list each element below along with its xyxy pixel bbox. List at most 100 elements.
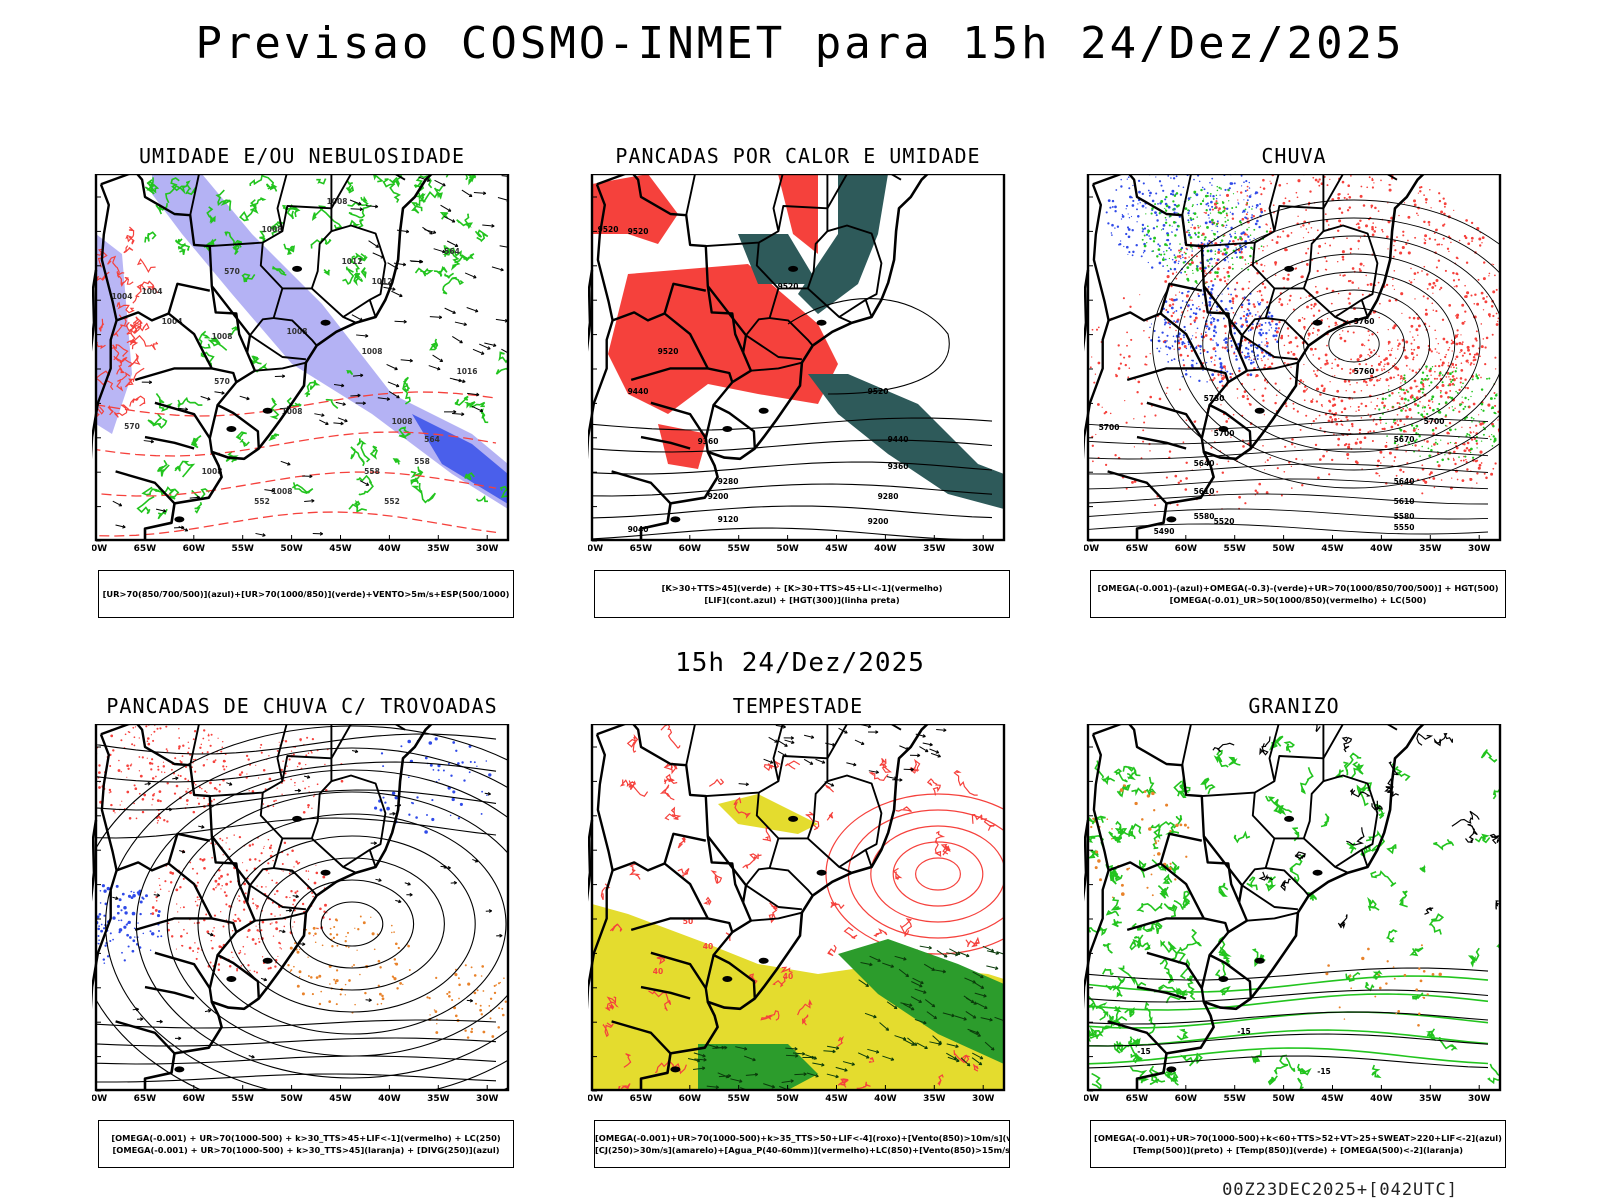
lake [1284,265,1295,272]
precipitable-water-contour [763,760,781,772]
temp-500-contour [1088,967,1489,981]
rain-omega-point [1474,460,1478,463]
storm-point [218,783,221,786]
rain-omega-point [1234,294,1238,297]
rain-omega-point [1318,309,1321,312]
rain-omega-point [1246,234,1248,236]
wind-vector [794,1073,807,1076]
contour-label: 40 [703,942,713,951]
political-border [1159,312,1230,383]
rain-omega-point [1242,445,1245,448]
storm-point [246,773,248,775]
contour-label: 5490 [1154,527,1175,536]
rain-omega-point [1405,431,1407,433]
political-border [134,917,212,932]
temp-850-contour [1088,816,1094,823]
rain-omega-point [1385,283,1389,287]
hgt-500-contour [1252,271,1456,417]
storm-point [254,858,257,861]
lon-tick-label: 30W [1468,544,1491,554]
storm-point [141,810,145,814]
rain-omega-point [1447,348,1450,351]
rain-omega-point [1488,275,1490,277]
rain-omega-point [1494,404,1497,407]
political-border [368,849,377,868]
rain-omega-point [1275,394,1278,397]
wind-vector [877,958,881,962]
precipitable-water-contour [703,896,712,906]
wind-vector [738,783,749,785]
lc-850-contour [892,841,984,907]
wind-vector [453,378,466,383]
storm-point [242,862,244,864]
rain-omega-point [1289,340,1293,344]
rain-omega-point [1455,446,1459,450]
divergence-point [126,933,129,937]
omega-weak-point [1197,294,1201,298]
omega-weak-point [1254,313,1257,316]
rain-omega-point [1205,272,1207,275]
temp-850-contour [1356,784,1369,807]
rain-omega-point [1448,376,1450,378]
rain-omega-point [1359,219,1362,223]
storm-point [98,771,101,774]
omega-strong-point [1196,282,1198,285]
rain-omega-point [1290,442,1294,446]
contour-label: 1008 [212,332,233,341]
rain-omega-point [1370,364,1373,367]
omega-strong-point [1192,204,1194,206]
rain-omega-point [1360,417,1363,419]
omega-weak-point [1245,217,1248,220]
rain-omega-point [1376,379,1379,382]
humidity-1000-850-contour [190,435,202,449]
wind-vector [926,1011,937,1020]
temp-850-contour [1112,976,1126,992]
omega-strong-point [1493,438,1497,442]
temp-850-contour [1113,768,1128,783]
omega-strong-point [1417,411,1420,414]
storm-point [326,912,328,914]
divergence-point [160,935,163,938]
omega-weak-point [1148,194,1151,197]
wind-vector [473,192,486,194]
rain-omega-point [1290,232,1293,234]
wind-vector [835,1046,840,1050]
omega-weak-point [1181,254,1184,256]
thickness-isoline [128,352,141,368]
storm-point [324,903,327,907]
storm-point [178,921,180,923]
omega-weak-point [1230,306,1233,310]
lake [788,265,799,272]
storm-point [225,765,228,768]
temp-850-contour [1386,843,1397,855]
panel-title: PANCADAS DE CHUVA C/ TROVOADAS [106,694,498,718]
temp-850-contour [1105,984,1123,998]
rain-omega-point [1184,256,1187,260]
divergence-point [488,773,492,777]
lake [816,319,827,326]
thunder-point [473,974,477,977]
streamline-arrow [447,866,451,870]
omega-weak-point [1240,247,1243,251]
wind-vector [922,734,926,738]
rain-omega-point [1185,231,1188,234]
thunder-point [310,976,313,979]
storm-point [271,901,274,904]
omega-strong-point [1232,263,1234,266]
wind-vector [990,948,995,953]
rain-omega-point [1497,317,1500,320]
omega-weak-point [1152,227,1156,230]
precipitable-water-contour [830,901,845,910]
thunder-point [435,976,438,979]
omega-weak-point [1237,201,1239,203]
omega-weak-point [1195,346,1198,350]
rain-omega-point [1465,261,1469,264]
omega-strong-point [1216,271,1219,274]
rain-omega-point [1093,381,1096,384]
divergence-point [132,939,136,943]
temp-850-contour [1094,760,1104,779]
rain-omega-point [1371,186,1374,189]
omega-weak-point [1224,307,1228,311]
rain-omega-point [1480,345,1484,349]
rain-omega-point [1357,226,1361,229]
